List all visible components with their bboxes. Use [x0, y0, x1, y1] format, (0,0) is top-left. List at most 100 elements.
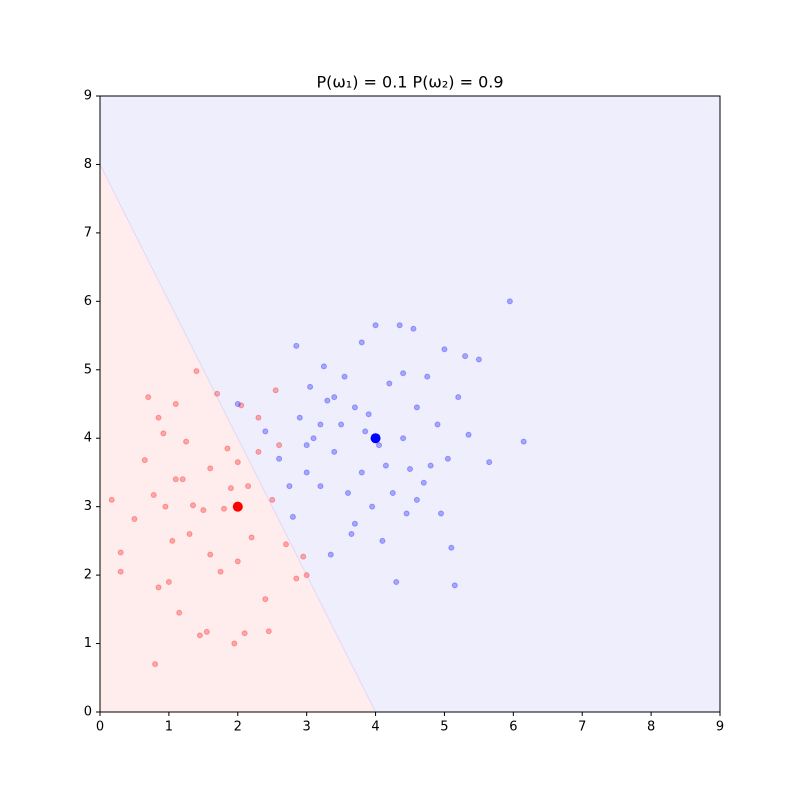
x-tick-label: 3 — [303, 720, 311, 735]
chart-title: P(ω₁) = 0.1 P(ω₂) = 0.9 — [316, 73, 503, 92]
point — [262, 596, 269, 603]
point — [214, 390, 221, 397]
point — [303, 572, 310, 579]
point — [303, 469, 310, 476]
point — [203, 628, 210, 635]
point — [169, 537, 176, 544]
point — [300, 553, 307, 560]
point — [324, 397, 331, 404]
point — [234, 401, 241, 407]
point — [141, 457, 148, 464]
point — [310, 435, 317, 442]
point — [183, 438, 190, 445]
point — [207, 465, 214, 472]
point — [455, 394, 462, 401]
point — [155, 414, 162, 421]
x-tick-label: 8 — [647, 720, 655, 735]
point — [382, 462, 389, 469]
point — [317, 421, 324, 428]
point — [400, 435, 407, 442]
point — [358, 339, 365, 346]
point — [245, 483, 252, 490]
axes-frame — [99, 95, 721, 713]
point — [234, 459, 241, 466]
point — [365, 411, 372, 418]
y-tick-label: 8 — [84, 157, 92, 172]
point — [293, 575, 300, 582]
point — [165, 578, 172, 585]
point — [108, 496, 115, 503]
point — [293, 342, 300, 349]
mean-point — [232, 501, 243, 512]
point — [160, 430, 167, 437]
point — [465, 431, 472, 438]
point — [369, 503, 376, 510]
point — [269, 496, 276, 503]
point — [348, 531, 355, 538]
point — [420, 479, 427, 486]
x-tick-label: 0 — [96, 720, 104, 735]
point — [506, 298, 513, 305]
point — [410, 325, 417, 332]
point — [283, 541, 289, 548]
point — [351, 520, 358, 527]
point — [231, 640, 238, 647]
point — [131, 515, 138, 522]
point — [448, 544, 455, 551]
point — [224, 445, 231, 452]
point — [520, 438, 527, 445]
point — [176, 609, 183, 616]
point — [238, 402, 245, 409]
point — [289, 513, 296, 520]
point — [403, 510, 410, 517]
y-tick-label: 5 — [84, 362, 92, 377]
point — [407, 466, 413, 473]
y-tick-label: 9 — [84, 89, 92, 104]
y-tick-label: 0 — [84, 705, 92, 720]
point — [358, 469, 365, 476]
y-tick-label: 4 — [84, 431, 92, 446]
point — [265, 628, 272, 635]
point — [331, 394, 338, 401]
x-tick-label: 6 — [509, 720, 517, 735]
point — [227, 485, 234, 492]
decision-boundary — [99, 164, 377, 713]
point — [424, 373, 431, 380]
point — [207, 551, 214, 558]
y-tick-label: 6 — [84, 294, 92, 309]
point — [393, 578, 400, 585]
point — [372, 322, 379, 329]
x-tick-label: 2 — [234, 720, 242, 735]
point — [234, 558, 241, 565]
point — [376, 442, 382, 449]
point — [379, 537, 386, 544]
point — [400, 370, 407, 377]
point — [262, 428, 269, 435]
point — [338, 421, 345, 428]
point — [117, 549, 124, 556]
point — [434, 421, 441, 428]
point — [296, 414, 303, 421]
x-tick-label: 4 — [371, 720, 379, 735]
point — [362, 428, 369, 435]
point — [276, 455, 283, 462]
x-tick-label: 1 — [165, 720, 173, 735]
point — [462, 353, 469, 360]
y-tick-label: 1 — [84, 636, 92, 651]
point — [272, 387, 279, 394]
point — [248, 534, 255, 541]
point — [317, 483, 324, 490]
point — [162, 503, 169, 510]
point — [303, 442, 310, 449]
point — [351, 404, 358, 411]
point — [221, 505, 227, 512]
point — [193, 368, 200, 375]
point — [444, 455, 451, 462]
point — [331, 448, 338, 455]
point — [413, 404, 420, 411]
point — [117, 568, 124, 575]
point — [341, 373, 348, 380]
x-tick-label: 9 — [716, 720, 724, 735]
point — [396, 322, 403, 329]
